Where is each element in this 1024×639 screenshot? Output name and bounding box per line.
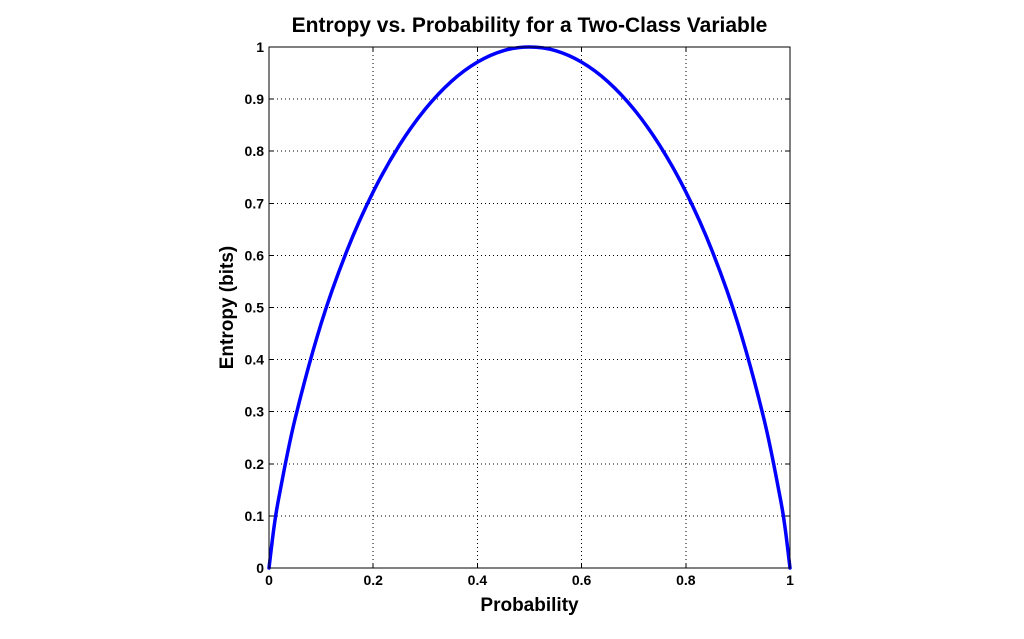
x-tick-label: 0.8 — [676, 572, 696, 588]
chart-title: Entropy vs. Probability for a Two-Class … — [292, 14, 768, 37]
y-tick-label: 0.1 — [245, 508, 265, 524]
grid — [269, 47, 790, 568]
y-axis-label: Entropy (bits) — [217, 246, 238, 370]
y-tick-label: 0.5 — [245, 300, 265, 316]
x-tick-label: 0.6 — [572, 572, 592, 588]
x-tick-label: 1 — [786, 572, 794, 588]
y-tick-label: 0 — [256, 560, 264, 576]
x-axis-label: Probability — [480, 595, 579, 616]
x-tick-label: 0 — [265, 572, 273, 588]
ticks: 0 0.2 0.4 0.6 0.8 1 0 0.1 0.2 0.3 0.4 0.5 0.6 0.7 0.8 0… — [245, 39, 795, 588]
y-tick-label: 0.2 — [245, 456, 265, 472]
y-tick-label: 1 — [256, 39, 264, 55]
y-tick-label: 0.4 — [245, 352, 265, 368]
y-tick-label: 0.9 — [245, 91, 265, 107]
y-tick-label: 0.3 — [245, 404, 265, 420]
y-tick-label: 0.8 — [245, 143, 265, 159]
y-tick-label: 0.6 — [245, 247, 265, 263]
y-tick-label: 0.7 — [245, 195, 265, 211]
x-tick-label: 0.2 — [363, 572, 383, 588]
x-tick-label: 0.4 — [468, 572, 488, 588]
